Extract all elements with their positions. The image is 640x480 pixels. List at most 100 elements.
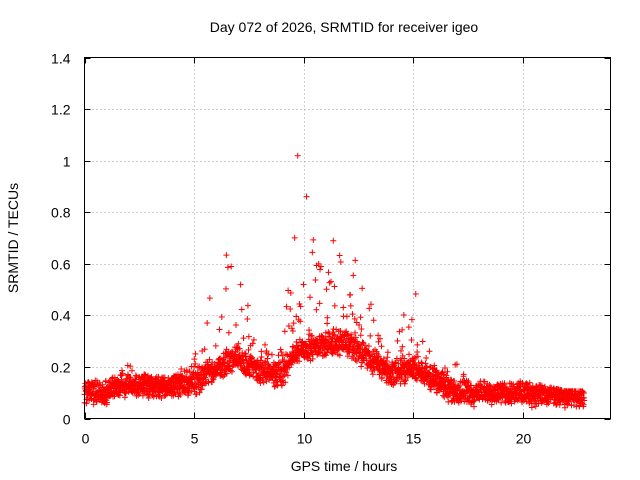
data-point: [367, 301, 374, 308]
data-point: [456, 383, 463, 390]
data-point: [279, 358, 286, 365]
data-point: [278, 349, 285, 356]
data-point: [368, 368, 375, 375]
data-point: [541, 383, 548, 390]
data-point: [300, 281, 307, 288]
data-point: [223, 285, 230, 292]
data-point: [225, 329, 232, 336]
data-point: [253, 358, 260, 365]
data-point: [289, 327, 296, 334]
y-tick-label: 1.2: [51, 102, 71, 118]
y-tick-label: 0: [63, 412, 71, 428]
data-point: [369, 371, 376, 378]
data-point: [326, 330, 333, 337]
data-point: [273, 371, 280, 378]
data-point: [206, 356, 213, 363]
data-point: [343, 313, 350, 320]
data-point: [357, 314, 364, 321]
data-point: [471, 403, 478, 410]
data-point: [265, 351, 272, 358]
data-point: [408, 316, 415, 323]
data-point: [336, 352, 343, 359]
data-point: [268, 351, 275, 358]
data-point: [337, 259, 344, 266]
data-point: [528, 404, 535, 411]
data-point: [178, 366, 185, 373]
data-point: [412, 291, 419, 298]
data-point: [136, 390, 143, 397]
data-point: [139, 392, 146, 399]
grid-lines: [84, 57, 611, 419]
data-point: [535, 400, 542, 407]
data-point: [90, 401, 97, 408]
data-point: [307, 342, 314, 349]
data-point: [276, 359, 283, 366]
data-point: [206, 295, 213, 302]
data-point: [394, 337, 401, 344]
data-point: [322, 352, 329, 359]
data-point: [109, 375, 116, 382]
data-point: [192, 360, 199, 367]
data-point: [358, 325, 365, 332]
data-point: [240, 335, 247, 342]
data-point: [414, 353, 421, 360]
data-point: [352, 329, 359, 336]
y-tick-label: 0.4: [51, 308, 71, 324]
data-point: [191, 356, 198, 363]
data-point: [288, 325, 295, 332]
data-point: [198, 386, 205, 393]
data-point: [359, 339, 366, 346]
data-point: [419, 338, 426, 345]
data-point: [238, 306, 245, 313]
data-point: [352, 334, 359, 341]
data-point: [357, 332, 364, 339]
data-point: [324, 320, 331, 327]
data-point: [412, 374, 419, 381]
data-point: [362, 342, 369, 349]
data-point: [519, 379, 526, 386]
data-point: [336, 252, 343, 259]
data-point: [377, 335, 384, 342]
data-point: [235, 340, 242, 347]
data-point: [399, 343, 406, 350]
data-point: [580, 401, 587, 408]
data-point: [423, 355, 430, 362]
data-point: [465, 378, 472, 385]
y-tick-label: 0.6: [51, 257, 71, 273]
chart-title: Day 072 of 2026, SRMTID for receiver ige…: [210, 19, 479, 35]
data-point: [280, 373, 287, 380]
data-point: [390, 373, 397, 380]
data-point: [127, 363, 134, 370]
data-point: [244, 316, 251, 323]
data-point: [202, 376, 209, 383]
plot-frame: [84, 57, 611, 419]
data-point: [545, 400, 552, 407]
data-point: [579, 400, 586, 407]
data-point: [331, 332, 338, 339]
data-point: [389, 370, 396, 377]
data-point: [279, 352, 286, 359]
data-point: [395, 360, 402, 367]
data-point: [236, 345, 243, 352]
data-point: [291, 234, 298, 241]
data-point: [201, 346, 208, 353]
y-tick-label: 0.8: [51, 205, 71, 221]
data-point: [310, 236, 317, 243]
data-point: [423, 363, 430, 370]
data-point: [245, 333, 252, 340]
data-point: [192, 380, 199, 387]
data-point: [397, 347, 404, 354]
data-point: [296, 358, 303, 365]
data-point: [218, 314, 225, 321]
x-tick-label: 10: [297, 431, 313, 447]
data-points: [81, 152, 588, 411]
data-point: [443, 374, 450, 381]
y-axis-label: SRMTID / TECUs: [5, 183, 21, 293]
data-point: [260, 379, 267, 386]
data-point: [309, 249, 316, 256]
data-point: [356, 321, 363, 328]
data-point: [415, 359, 422, 366]
data-point: [282, 379, 289, 386]
data-point: [431, 383, 438, 390]
